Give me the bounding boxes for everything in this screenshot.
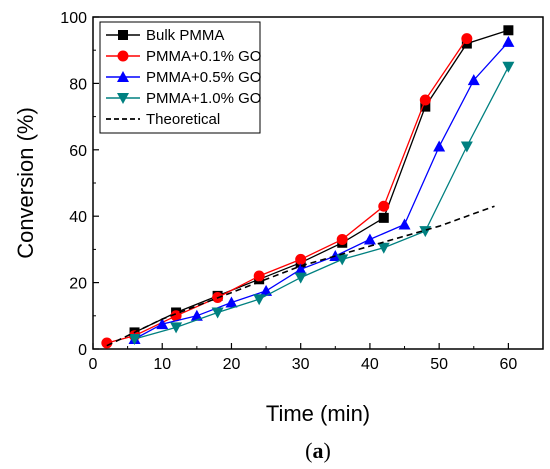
y-axis-title: Conversion (%) — [13, 107, 38, 259]
data-point — [398, 218, 411, 230]
legend-label: Bulk PMMA — [146, 27, 224, 44]
legend-marker — [118, 30, 128, 40]
data-point — [156, 318, 169, 330]
x-tick-label: 60 — [499, 356, 517, 373]
data-point — [460, 141, 473, 153]
data-point — [253, 294, 266, 306]
panel-label-open: ( — [305, 438, 312, 463]
x-tick-label: 30 — [292, 356, 310, 373]
data-point — [294, 272, 307, 284]
data-point — [253, 270, 265, 282]
data-point — [467, 74, 480, 86]
x-tick-label: 10 — [153, 356, 171, 373]
legend-label: Theoretical — [146, 111, 220, 128]
series-line — [106, 205, 495, 347]
panel-label-close: ) — [324, 438, 331, 463]
legend-entry: PMMA+0.5% GO — [106, 69, 261, 86]
legend-entry: Theoretical — [106, 111, 220, 128]
legend: Bulk PMMA PMMA+0.1% GO PMMA+0.5% GO PMMA+1.… — [99, 21, 261, 134]
legend-label: PMMA+1.0% GO — [146, 90, 261, 107]
panel-label-letter: a — [313, 438, 324, 463]
series-3 — [128, 35, 515, 345]
y-tick-label: 80 — [69, 76, 87, 93]
data-point — [170, 310, 182, 322]
legend-label: PMMA+0.1% GO — [146, 48, 261, 65]
data-point — [502, 35, 515, 47]
data-point — [419, 94, 431, 106]
data-point — [502, 61, 515, 73]
data-point — [377, 242, 390, 254]
data-point — [363, 233, 376, 245]
legend-entry: PMMA+0.1% GO — [106, 48, 261, 65]
y-tick-label: 0 — [78, 342, 87, 359]
data-point — [128, 334, 141, 346]
x-tick-label: 20 — [223, 356, 241, 373]
data-point — [170, 322, 183, 334]
series-5 — [106, 205, 495, 347]
data-point — [336, 254, 349, 266]
x-axis: 0 10 20 30 40 50 60 — [89, 343, 517, 373]
data-point — [225, 296, 238, 308]
data-point — [378, 212, 389, 223]
x-tick-label: 50 — [430, 356, 448, 373]
series-line — [134, 66, 509, 340]
x-tick-label: 0 — [89, 356, 98, 373]
data-point — [503, 25, 514, 36]
data-point — [190, 309, 203, 321]
data-point — [461, 33, 473, 45]
x-tick-label: 40 — [361, 356, 379, 373]
series-line — [106, 38, 468, 344]
y-tick-label: 60 — [69, 143, 87, 160]
legend-entry: PMMA+1.0% GO — [106, 90, 261, 107]
series-line — [134, 29, 509, 333]
y-tick-label: 40 — [69, 209, 87, 226]
data-point — [336, 233, 348, 245]
y-tick-label: 20 — [69, 276, 87, 293]
series-line — [134, 41, 509, 340]
data-point — [295, 253, 307, 265]
legend-label: PMMA+0.5% GO — [146, 69, 261, 86]
legend-entry: Bulk PMMA — [106, 27, 224, 44]
data-point — [378, 200, 390, 212]
x-axis-title: Time (min) — [266, 401, 370, 426]
series-layer — [101, 25, 515, 349]
y-axis: 0 20 40 60 80 100 — [60, 10, 99, 359]
panel-label: (a) — [305, 438, 331, 463]
data-point — [260, 284, 273, 296]
data-point — [294, 263, 307, 275]
legend-marker — [117, 50, 129, 62]
data-point — [420, 101, 431, 112]
legend-marker — [117, 71, 129, 82]
y-tick-label: 100 — [60, 10, 87, 27]
data-point — [101, 337, 113, 349]
data-point — [211, 307, 224, 319]
data-point — [433, 140, 446, 152]
series-4 — [128, 61, 515, 346]
legend-marker — [117, 93, 129, 104]
